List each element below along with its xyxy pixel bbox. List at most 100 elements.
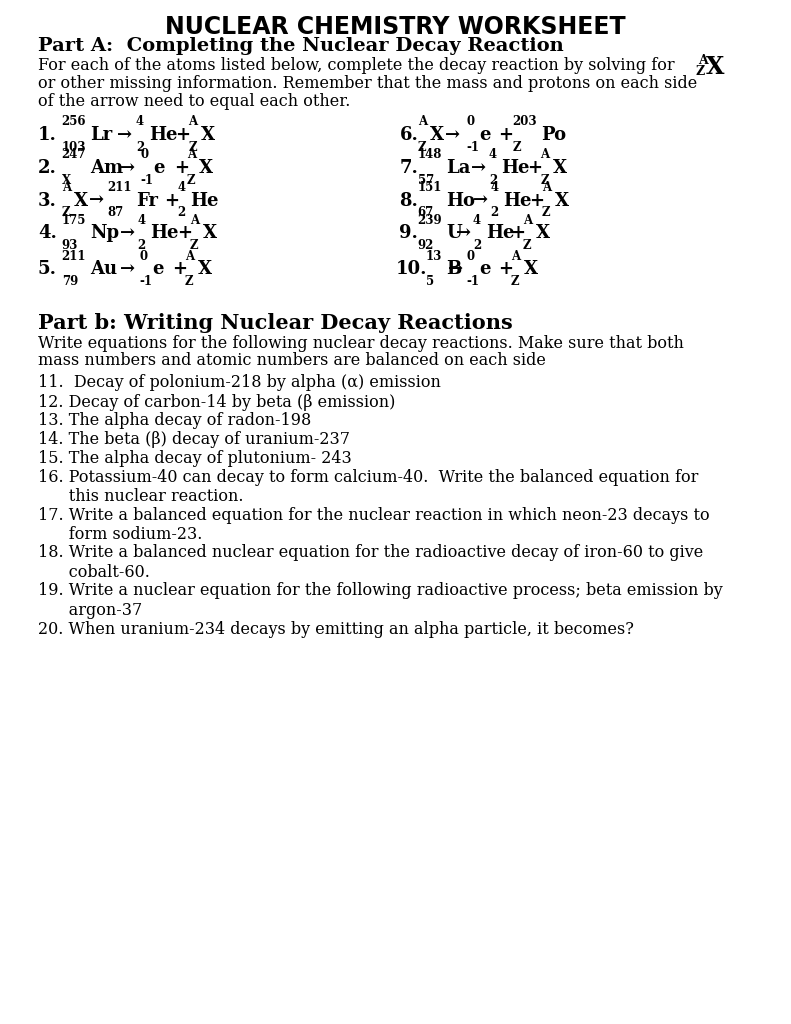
Text: 20. When uranium-234 decays by emitting an alpha particle, it becomes?: 20. When uranium-234 decays by emitting … — [38, 622, 634, 638]
Text: A: A — [62, 181, 71, 194]
Text: →: → — [473, 191, 488, 210]
Text: →: → — [120, 159, 135, 177]
Text: A: A — [540, 148, 550, 161]
Text: 0: 0 — [141, 148, 149, 161]
Text: 5: 5 — [426, 275, 433, 288]
Text: X: X — [706, 54, 724, 79]
Text: X: X — [430, 126, 445, 144]
Text: X: X — [199, 159, 214, 177]
Text: 247: 247 — [62, 148, 86, 161]
Text: A: A — [188, 116, 198, 128]
Text: A: A — [542, 181, 551, 194]
Text: Z: Z — [190, 240, 199, 252]
Text: U: U — [446, 224, 462, 243]
Text: 13: 13 — [426, 250, 442, 262]
Text: X: X — [553, 159, 567, 177]
Text: 18. Write a balanced nuclear equation for the radioactive decay of iron-60 to gi: 18. Write a balanced nuclear equation fo… — [38, 545, 703, 561]
Text: X: X — [198, 260, 212, 279]
Text: X: X — [554, 191, 569, 210]
Text: or other missing information. Remember that the mass and protons on each side: or other missing information. Remember t… — [38, 76, 697, 92]
Text: 256: 256 — [62, 116, 86, 128]
Text: 4.: 4. — [38, 224, 57, 243]
Text: mass numbers and atomic numbers are balanced on each side: mass numbers and atomic numbers are bala… — [38, 352, 546, 369]
Text: He: He — [150, 224, 179, 243]
Text: 148: 148 — [418, 148, 442, 161]
Text: A: A — [511, 250, 520, 262]
Text: 3.: 3. — [38, 191, 57, 210]
Text: X: X — [536, 224, 550, 243]
Text: A: A — [418, 116, 427, 128]
Text: →: → — [120, 260, 135, 279]
Text: Ho: Ho — [446, 191, 475, 210]
Text: 67: 67 — [418, 207, 434, 219]
Text: X: X — [202, 224, 217, 243]
Text: 13. The alpha decay of radon-198: 13. The alpha decay of radon-198 — [38, 413, 311, 429]
Text: X: X — [74, 191, 89, 210]
Text: X: X — [201, 126, 215, 144]
Text: 2: 2 — [177, 207, 185, 219]
Text: Au: Au — [90, 260, 117, 279]
Text: →: → — [445, 126, 460, 144]
Text: 0: 0 — [467, 116, 475, 128]
Text: Z: Z — [188, 141, 197, 154]
Text: 0: 0 — [467, 250, 475, 262]
Text: →: → — [456, 224, 471, 243]
Text: Z: Z — [185, 275, 194, 288]
Text: Z: Z — [695, 66, 705, 78]
Text: 4: 4 — [490, 181, 498, 194]
Text: 103: 103 — [62, 141, 86, 154]
Text: cobalt-60.: cobalt-60. — [38, 564, 149, 581]
Text: Lr: Lr — [90, 126, 112, 144]
Text: 4: 4 — [489, 148, 497, 161]
Text: →: → — [448, 260, 463, 279]
Text: e: e — [153, 159, 165, 177]
Text: 19. Write a nuclear equation for the following radioactive process; beta emissio: 19. Write a nuclear equation for the fol… — [38, 583, 723, 599]
Text: 175: 175 — [62, 214, 86, 226]
Text: Z: Z — [540, 174, 549, 186]
Text: He: He — [486, 224, 514, 243]
Text: 2: 2 — [473, 240, 481, 252]
Text: 4: 4 — [136, 116, 144, 128]
Text: e: e — [479, 260, 491, 279]
Text: 10.: 10. — [396, 260, 427, 279]
Text: +: + — [172, 260, 187, 279]
Text: Z: Z — [523, 240, 532, 252]
Text: →: → — [89, 191, 104, 210]
Text: Part b: Writing Nuclear Decay Reactions: Part b: Writing Nuclear Decay Reactions — [38, 312, 513, 333]
Text: 93: 93 — [62, 240, 78, 252]
Text: e: e — [479, 126, 491, 144]
Text: form sodium-23.: form sodium-23. — [38, 526, 202, 543]
Text: NUCLEAR CHEMISTRY WORKSHEET: NUCLEAR CHEMISTRY WORKSHEET — [165, 14, 626, 39]
Text: 2.: 2. — [38, 159, 57, 177]
Text: 16. Potassium-40 can decay to form calcium-40.  Write the balanced equation for: 16. Potassium-40 can decay to form calci… — [38, 469, 698, 485]
Text: +: + — [176, 126, 191, 144]
Text: Write equations for the following nuclear decay reactions. Make sure that both: Write equations for the following nuclea… — [38, 335, 684, 351]
Text: 4: 4 — [473, 214, 481, 226]
Text: 211: 211 — [62, 250, 86, 262]
Text: He: He — [503, 191, 532, 210]
Text: 12. Decay of carbon-14 by beta (β emission): 12. Decay of carbon-14 by beta (β emissi… — [38, 394, 396, 411]
Text: argon-37: argon-37 — [38, 602, 142, 618]
Text: 9.: 9. — [399, 224, 418, 243]
Text: 14. The beta (β) decay of uranium-237: 14. The beta (β) decay of uranium-237 — [38, 431, 350, 447]
Text: -1: -1 — [467, 141, 479, 154]
Text: 87: 87 — [108, 207, 124, 219]
Text: Part A:  Completing the Nuclear Decay Reaction: Part A: Completing the Nuclear Decay Rea… — [38, 37, 564, 55]
Text: La: La — [446, 159, 471, 177]
Text: 79: 79 — [62, 275, 78, 288]
Text: 203: 203 — [513, 116, 537, 128]
Text: A: A — [187, 148, 196, 161]
Text: 4: 4 — [138, 214, 146, 226]
Text: 211: 211 — [108, 181, 132, 194]
Text: He: He — [149, 126, 177, 144]
Text: 57: 57 — [418, 174, 434, 186]
Text: →: → — [471, 159, 486, 177]
Text: +: + — [177, 224, 192, 243]
Text: Z: Z — [511, 275, 520, 288]
Text: 6.: 6. — [399, 126, 418, 144]
Text: 7.: 7. — [399, 159, 418, 177]
Text: Z: Z — [542, 207, 551, 219]
Text: 2: 2 — [490, 207, 498, 219]
Text: A: A — [190, 214, 199, 226]
Text: For each of the atoms listed below, complete the decay reaction by solving for: For each of the atoms listed below, comp… — [38, 57, 675, 74]
